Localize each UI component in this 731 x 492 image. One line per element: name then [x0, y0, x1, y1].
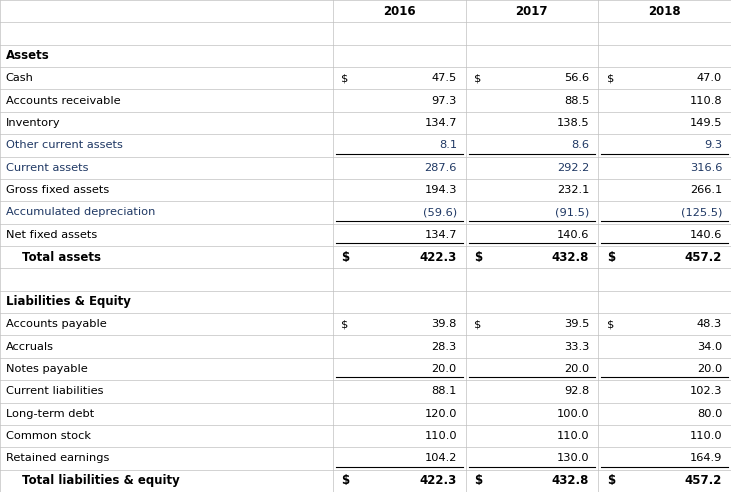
Text: 48.3: 48.3 — [697, 319, 722, 329]
Text: $: $ — [341, 319, 349, 329]
Text: 130.0: 130.0 — [556, 454, 589, 463]
Text: 88.5: 88.5 — [564, 95, 589, 106]
Text: 47.5: 47.5 — [431, 73, 457, 83]
Text: Accounts payable: Accounts payable — [6, 319, 107, 329]
Text: $: $ — [607, 319, 614, 329]
Text: 432.8: 432.8 — [552, 251, 589, 264]
Text: 134.7: 134.7 — [425, 118, 457, 128]
Text: 316.6: 316.6 — [690, 163, 722, 173]
Text: Common stock: Common stock — [6, 431, 91, 441]
Text: 2017: 2017 — [515, 5, 548, 18]
Text: Accumulated depreciation: Accumulated depreciation — [6, 208, 155, 217]
Text: 80.0: 80.0 — [697, 409, 722, 419]
Text: 110.0: 110.0 — [689, 431, 722, 441]
Text: 422.3: 422.3 — [420, 251, 457, 264]
Text: 110.0: 110.0 — [556, 431, 589, 441]
Text: Notes payable: Notes payable — [6, 364, 88, 374]
Text: $: $ — [474, 474, 482, 487]
Text: $: $ — [607, 474, 615, 487]
Text: 20.0: 20.0 — [564, 364, 589, 374]
Text: Retained earnings: Retained earnings — [6, 454, 109, 463]
Text: Assets: Assets — [6, 49, 50, 62]
Text: (91.5): (91.5) — [555, 208, 589, 217]
Text: $: $ — [341, 251, 349, 264]
Text: $: $ — [474, 319, 482, 329]
Text: Total assets: Total assets — [22, 251, 101, 264]
Text: Current assets: Current assets — [6, 163, 88, 173]
Text: 9.3: 9.3 — [704, 140, 722, 151]
Text: 20.0: 20.0 — [697, 364, 722, 374]
Text: 102.3: 102.3 — [690, 386, 722, 397]
Text: Inventory: Inventory — [6, 118, 61, 128]
Text: Accounts receivable: Accounts receivable — [6, 95, 121, 106]
Text: $: $ — [474, 73, 482, 83]
Text: $: $ — [607, 73, 614, 83]
Text: Net fixed assets: Net fixed assets — [6, 230, 97, 240]
Text: 110.8: 110.8 — [689, 95, 722, 106]
Text: Long-term debt: Long-term debt — [6, 409, 94, 419]
Text: 20.0: 20.0 — [431, 364, 457, 374]
Text: 287.6: 287.6 — [425, 163, 457, 173]
Text: 8.6: 8.6 — [571, 140, 589, 151]
Text: 138.5: 138.5 — [556, 118, 589, 128]
Text: 2018: 2018 — [648, 5, 681, 18]
Text: 266.1: 266.1 — [690, 185, 722, 195]
Text: $: $ — [474, 251, 482, 264]
Text: 457.2: 457.2 — [685, 251, 722, 264]
Text: 39.5: 39.5 — [564, 319, 589, 329]
Text: 134.7: 134.7 — [425, 230, 457, 240]
Text: 47.0: 47.0 — [697, 73, 722, 83]
Text: $: $ — [341, 474, 349, 487]
Text: $: $ — [607, 251, 615, 264]
Text: 33.3: 33.3 — [564, 341, 589, 352]
Text: Cash: Cash — [6, 73, 34, 83]
Text: 120.0: 120.0 — [425, 409, 457, 419]
Text: 8.1: 8.1 — [439, 140, 457, 151]
Text: 88.1: 88.1 — [431, 386, 457, 397]
Text: 56.6: 56.6 — [564, 73, 589, 83]
Text: 34.0: 34.0 — [697, 341, 722, 352]
Text: 292.2: 292.2 — [557, 163, 589, 173]
Text: 100.0: 100.0 — [556, 409, 589, 419]
Text: 104.2: 104.2 — [425, 454, 457, 463]
Text: 432.8: 432.8 — [552, 474, 589, 487]
Text: 39.8: 39.8 — [431, 319, 457, 329]
Text: 140.6: 140.6 — [557, 230, 589, 240]
Text: Current liabilities: Current liabilities — [6, 386, 103, 397]
Text: 92.8: 92.8 — [564, 386, 589, 397]
Text: 140.6: 140.6 — [690, 230, 722, 240]
Text: 2016: 2016 — [383, 5, 415, 18]
Text: 149.5: 149.5 — [690, 118, 722, 128]
Text: 422.3: 422.3 — [420, 474, 457, 487]
Text: 457.2: 457.2 — [685, 474, 722, 487]
Text: 110.0: 110.0 — [424, 431, 457, 441]
Text: $: $ — [341, 73, 349, 83]
Text: 28.3: 28.3 — [431, 341, 457, 352]
Text: Liabilities & Equity: Liabilities & Equity — [6, 295, 131, 308]
Text: Gross fixed assets: Gross fixed assets — [6, 185, 109, 195]
Text: (59.6): (59.6) — [423, 208, 457, 217]
Text: 194.3: 194.3 — [425, 185, 457, 195]
Text: 232.1: 232.1 — [557, 185, 589, 195]
Text: 97.3: 97.3 — [431, 95, 457, 106]
Text: Accruals: Accruals — [6, 341, 54, 352]
Text: 164.9: 164.9 — [690, 454, 722, 463]
Text: Other current assets: Other current assets — [6, 140, 123, 151]
Text: Total liabilities & equity: Total liabilities & equity — [22, 474, 180, 487]
Text: (125.5): (125.5) — [681, 208, 722, 217]
